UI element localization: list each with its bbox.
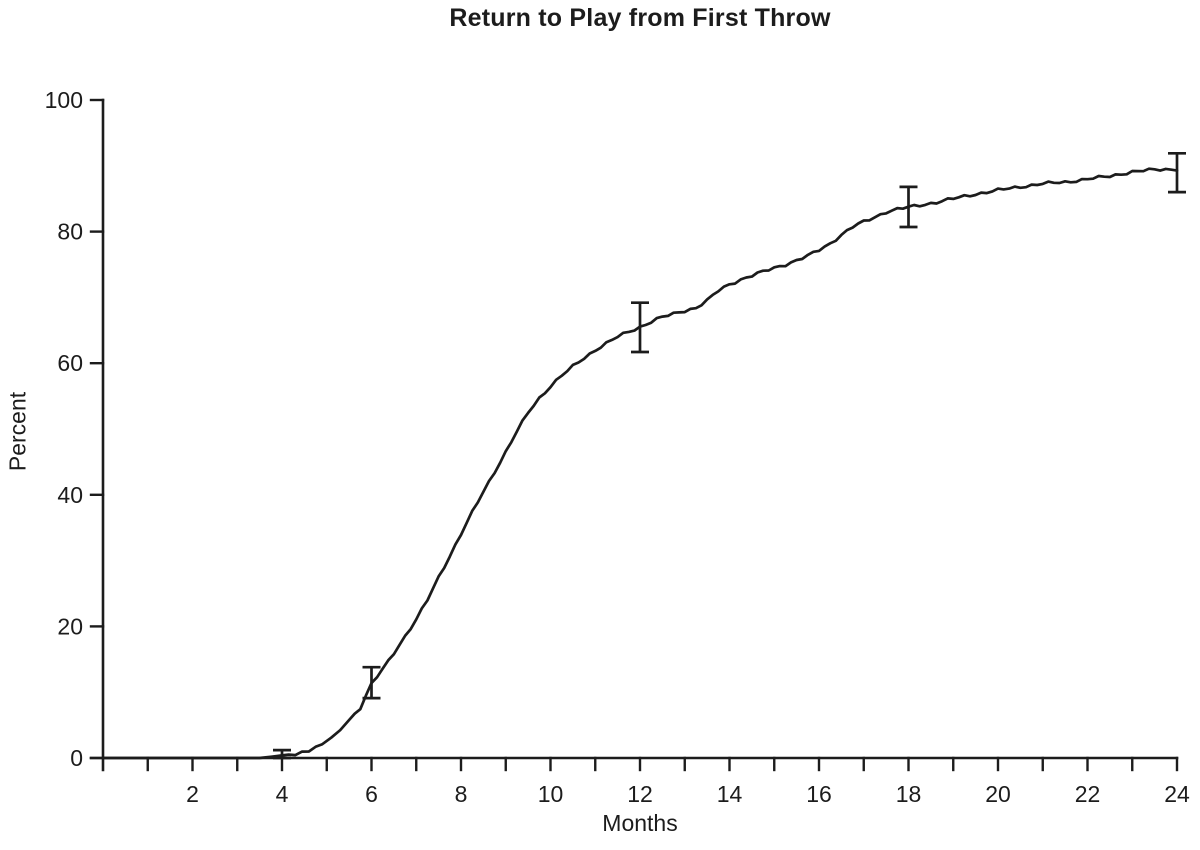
x-tick-label: 24 <box>1164 781 1190 807</box>
x-tick-label: 16 <box>806 781 832 807</box>
y-tick-label: 60 <box>57 350 83 376</box>
x-tick-label: 6 <box>365 781 378 807</box>
chart-title: Return to Play from First Throw <box>449 4 831 32</box>
x-tick-label: 14 <box>717 781 743 807</box>
y-axis-title: Percent <box>4 391 31 472</box>
y-tick-label: 80 <box>57 219 83 245</box>
x-tick-label: 22 <box>1075 781 1101 807</box>
x-tick-label: 8 <box>455 781 468 807</box>
x-tick-label: 4 <box>276 781 289 807</box>
y-tick-label: 0 <box>70 745 83 771</box>
y-tick-label: 40 <box>57 482 83 508</box>
survival-curve <box>101 167 1179 760</box>
error-bar <box>362 665 381 700</box>
x-axis-title: Months <box>602 810 678 836</box>
x-tick-label: 20 <box>985 781 1011 807</box>
x-tick-label: 2 <box>186 781 199 807</box>
error-bar <box>1168 151 1186 194</box>
error-bar <box>631 301 649 354</box>
y-tick-label: 100 <box>45 87 83 113</box>
error-bar <box>273 748 291 760</box>
error-bar <box>899 185 918 229</box>
y-tick-label: 20 <box>57 613 83 639</box>
x-tick-label: 18 <box>896 781 922 807</box>
x-tick-label: 10 <box>538 781 564 807</box>
x-tick-label: 12 <box>627 781 653 807</box>
